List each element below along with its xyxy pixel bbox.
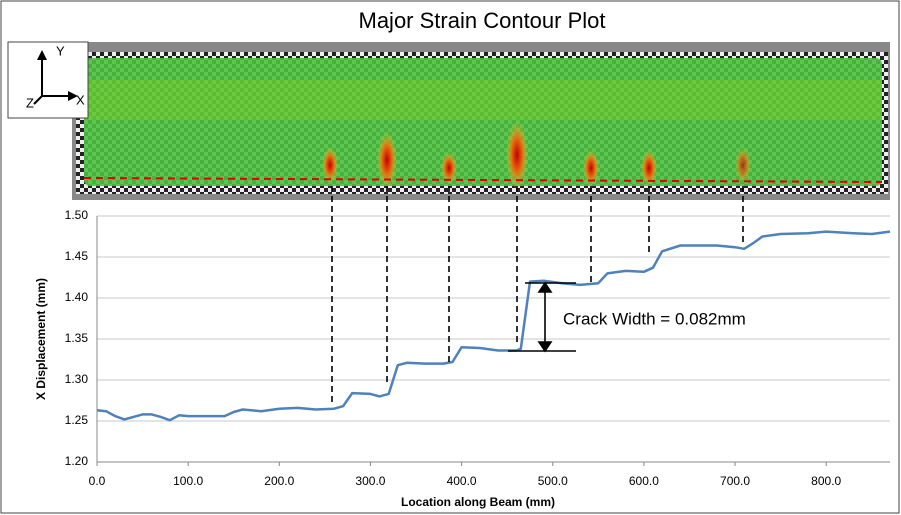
x-axis-label: Location along Beam (mm) [401,495,555,509]
axis-icon-label: Y [56,43,65,58]
x-tick-label: 700.0 [720,474,750,488]
annotation: Crack Width = 0.082mm [563,309,746,328]
x-tick-label: 400.0 [447,474,477,488]
x-tick-label: 600.0 [629,474,659,488]
axis-icon-label: Z [26,95,34,110]
y-tick-label: 1.50 [65,208,89,222]
y-tick-label: 1.45 [65,249,89,263]
y-tick-label: 1.25 [65,413,89,427]
x-tick-label: 200.0 [264,474,294,488]
contour-image [72,42,890,200]
axis-icon [7,41,89,119]
chart-title: Major Strain Contour Plot [359,8,606,33]
y-tick-label: 1.20 [65,454,89,468]
y-tick-label: 1.35 [65,331,89,345]
y-tick-label: 1.40 [65,290,89,304]
x-tick-label: 800.0 [811,474,841,488]
crack-guides [331,186,744,405]
y-axis-label: X Displacement (mm) [34,278,48,400]
x-tick-label: 300.0 [355,474,385,488]
axis-icon-label: X [76,92,85,107]
x-tick-label: 500.0 [538,474,568,488]
data-line [96,230,891,422]
x-tick-label: 100.0 [173,474,203,488]
crack-width-marker [508,281,576,353]
y-tick-label: 1.30 [65,372,89,386]
x-tick-label: 0.0 [89,474,106,488]
